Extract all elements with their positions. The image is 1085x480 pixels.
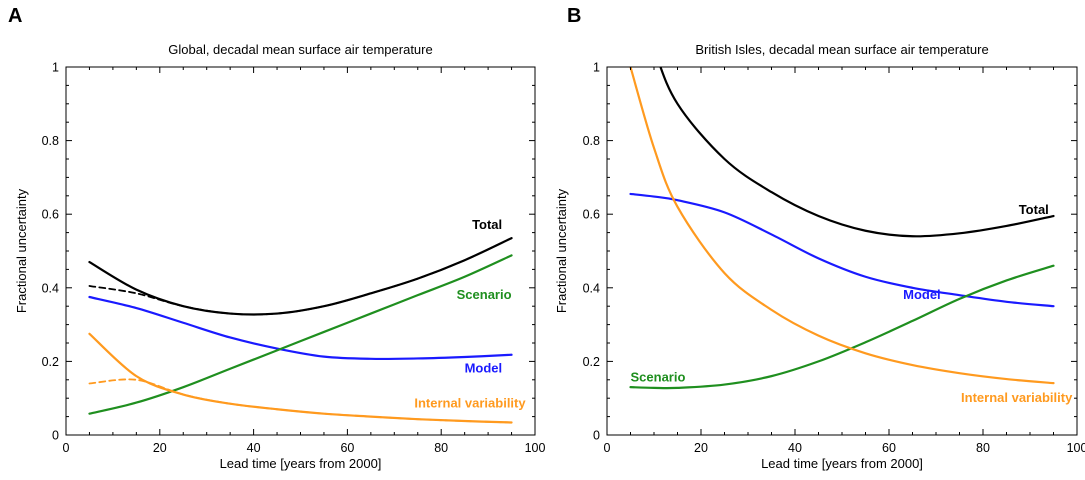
- total-line: [659, 67, 1055, 238]
- chart-title: Global, decadal mean surface air tempera…: [168, 42, 432, 57]
- x-tick-label: 60: [340, 441, 354, 455]
- plot-area: [88, 237, 513, 424]
- chart-title: British Isles, decadal mean surface air …: [695, 42, 988, 57]
- panel-b: B British Isles, decadal mean surface air…: [554, 5, 1085, 471]
- panel-a: A Global, decadal mean surface air temper…: [8, 5, 545, 471]
- y-tick-label: 0.2: [583, 355, 600, 369]
- model-line: [88, 295, 513, 361]
- y-tick-label: 0: [593, 429, 600, 443]
- x-tick-label: 40: [247, 441, 261, 455]
- series-label-internal-variability: Internal variability: [961, 390, 1073, 405]
- y-tick-label: 0.4: [42, 281, 59, 295]
- scenario-line: [88, 254, 513, 415]
- series-label-model: Model: [465, 360, 503, 375]
- x-tick-label: 100: [525, 441, 546, 455]
- x-tick-label: 0: [604, 441, 611, 455]
- x-tick-label: 80: [434, 441, 448, 455]
- plot-area: [629, 67, 1055, 390]
- internal-alt-dashed-line: [88, 378, 513, 424]
- y-tick-label: 1: [52, 61, 59, 75]
- y-tick-label: 0.8: [583, 134, 600, 148]
- y-tick-label: 0: [52, 429, 59, 443]
- model-line: [629, 192, 1055, 308]
- plot-frame: [65, 66, 536, 436]
- x-tick-label: 60: [882, 441, 896, 455]
- series-label-total: Total: [472, 217, 502, 232]
- y-tick-label: 0.8: [42, 134, 59, 148]
- y-tick-label: 0.2: [42, 355, 59, 369]
- x-tick-label: 20: [694, 441, 708, 455]
- y-axis-label: Fractional uncertainty: [554, 188, 569, 313]
- series-label-scenario: Scenario: [631, 370, 686, 385]
- series-label-model: Model: [903, 287, 941, 302]
- total-line: [88, 237, 513, 316]
- x-axis-label: Lead time [years from 2000]: [761, 456, 923, 471]
- y-axis-label: Fractional uncertainty: [14, 188, 29, 313]
- y-tick-label: 1: [593, 61, 600, 75]
- series-label-scenario: Scenario: [457, 287, 512, 302]
- x-tick-label: 40: [788, 441, 802, 455]
- y-tick-label: 0.6: [583, 208, 600, 222]
- x-tick-label: 80: [976, 441, 990, 455]
- y-tick-label: 0.6: [42, 208, 59, 222]
- x-axis-label: Lead time [years from 2000]: [220, 456, 382, 471]
- panel-letter: B: [567, 5, 581, 27]
- total-alt-dashed-line: [88, 237, 513, 316]
- panel-letter: A: [8, 5, 22, 27]
- x-tick-label: 0: [63, 441, 70, 455]
- internal-variability-line: [629, 67, 1055, 385]
- scenario-line: [629, 264, 1055, 390]
- x-tick-label: 100: [1067, 441, 1085, 455]
- x-tick-label: 20: [153, 441, 167, 455]
- y-tick-label: 0.4: [583, 281, 600, 295]
- series-label-internal-variability: Internal variability: [414, 395, 526, 410]
- series-label-total: Total: [1019, 202, 1049, 217]
